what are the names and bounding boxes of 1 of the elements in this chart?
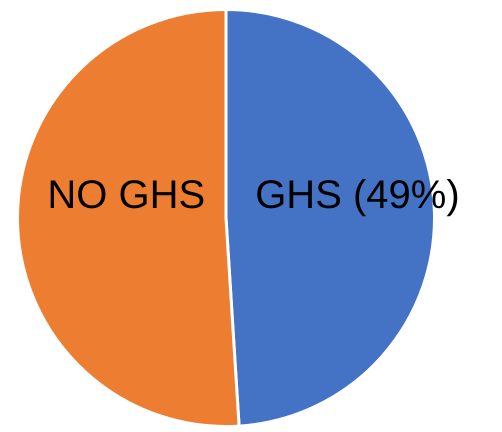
slice-label: NO GHS (47, 173, 206, 218)
